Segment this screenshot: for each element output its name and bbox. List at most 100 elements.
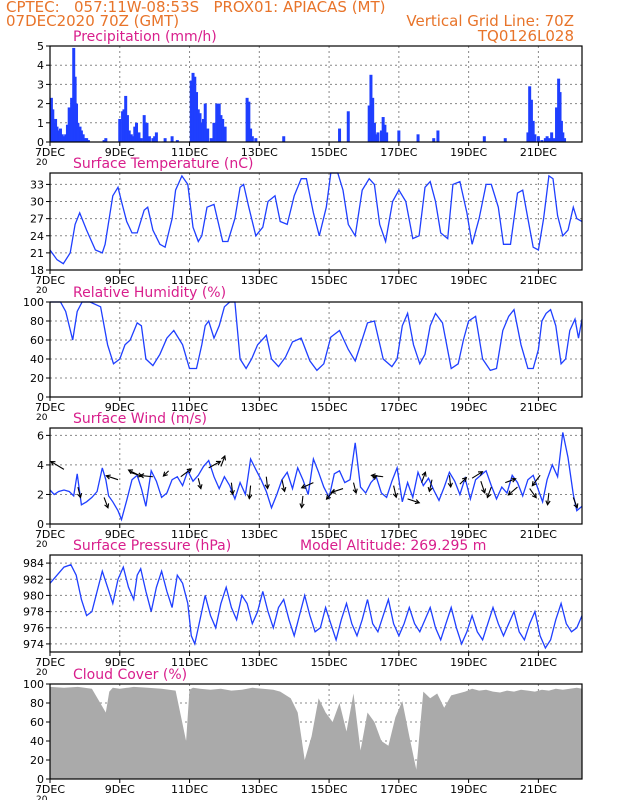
rh-xtick-label: 21DEC <box>520 401 557 414</box>
wind-arrow-head <box>197 484 203 490</box>
rh-ytick-label: 100 <box>23 296 44 309</box>
rh-xtick-label: 17DEC <box>380 401 417 414</box>
wind-arrow-head <box>162 471 168 477</box>
wind-xtick-label: 21DEC <box>520 528 557 541</box>
precip-bar <box>196 109 200 142</box>
cloud-ytick-label: 0 <box>37 773 44 786</box>
wind-arrow-head <box>300 483 307 489</box>
precip-bar <box>215 103 219 142</box>
wind-arrow <box>407 498 420 504</box>
precip-bar <box>528 86 532 142</box>
wind-arrow <box>428 479 433 492</box>
header-grid-note: Vertical Grid Line: 70Z <box>406 12 574 30</box>
wind-arrow-head <box>573 503 579 509</box>
wind-arrow-head <box>247 494 253 500</box>
wind-arrow <box>301 495 304 508</box>
wind-arrow-head <box>330 488 336 494</box>
wind-arrow-head <box>507 490 513 496</box>
cloud-year-stub: 20 <box>36 795 48 800</box>
precip-bar <box>65 124 69 142</box>
precip-xtick-label: 9DEC <box>105 146 135 159</box>
precip-bar <box>83 138 87 142</box>
pressure-ytick-label: 974 <box>23 638 44 651</box>
pressure-series-line <box>49 563 583 650</box>
cloud-xtick-label: 9DEC <box>105 783 135 796</box>
wind-arrow-head <box>229 489 235 496</box>
precip-bar <box>254 138 258 142</box>
precip-bar <box>369 74 373 142</box>
precip-bar <box>203 103 207 142</box>
wind-arrow <box>77 486 82 498</box>
wind-arrow-head <box>77 492 83 499</box>
wind-arrow-head <box>447 482 453 489</box>
rh-series-line <box>50 301 583 372</box>
precip-bar <box>163 138 167 142</box>
precip-bar <box>533 134 537 142</box>
precip-bar <box>536 136 540 142</box>
rh-ytick-label: 20 <box>30 372 44 385</box>
wind-arrow <box>448 475 452 488</box>
wind-arrow <box>371 474 384 478</box>
precip-bar <box>558 92 562 142</box>
temp-xtick-label: 7DEC <box>35 274 65 287</box>
precip-bar <box>209 138 213 142</box>
wind-ytick-label: 0 <box>37 518 44 531</box>
rh-xtick-label: 7DEC <box>35 401 65 414</box>
wind-arrow <box>197 478 202 489</box>
wind-series-line <box>49 432 583 522</box>
precip-bar <box>67 107 71 142</box>
wind-arrow <box>508 486 518 496</box>
precip-bar <box>249 128 253 142</box>
precip-bar <box>282 136 286 142</box>
header-model-id: TQ0126L028 <box>477 27 574 45</box>
precip-bar <box>436 130 440 142</box>
temp-xtick-label: 9DEC <box>105 274 135 287</box>
cloud-ytick-label: 40 <box>30 735 44 748</box>
wind-xtick-label: 17DEC <box>380 528 417 541</box>
wind-arrow <box>331 488 344 493</box>
cloud-ytick-label: 20 <box>30 754 44 767</box>
wind-arrow <box>220 455 226 467</box>
precip-bar <box>198 113 202 142</box>
precip-ytick-label: 0 <box>37 136 44 149</box>
precip-frame <box>49 45 583 143</box>
precip-bar <box>338 128 342 142</box>
wind-arrow-head <box>49 460 56 466</box>
precip-bar <box>201 118 205 142</box>
rh-xtick-label: 11DEC <box>171 401 208 414</box>
cloud-frame <box>49 683 583 780</box>
wind-arrow <box>547 492 550 505</box>
precip-xtick-label: 15DEC <box>311 146 348 159</box>
wind-xtick-label: 7DEC <box>35 528 65 541</box>
wind-arrow-head <box>486 492 492 499</box>
wind-arrow <box>248 485 252 499</box>
temp-xtick-label: 17DEC <box>380 274 417 287</box>
precip-bar <box>212 122 216 142</box>
precip-bar <box>432 138 436 142</box>
precip-bar <box>371 97 375 142</box>
wind-arrow-head <box>392 492 398 499</box>
precip-bar <box>79 130 83 142</box>
cloud-area <box>50 686 582 779</box>
precip-bar <box>137 132 141 142</box>
wind-arrow <box>471 471 483 479</box>
precip-bar <box>118 118 122 142</box>
wind-arrow-head <box>414 499 421 505</box>
pressure-ytick-label: 984 <box>23 557 44 570</box>
precip-bar <box>346 111 350 142</box>
pressure-xtick-label: 9DEC <box>105 656 135 669</box>
wind-arrow <box>128 469 140 476</box>
precip-bar <box>372 122 376 142</box>
precip-bar <box>206 128 210 142</box>
wind-arrow-head <box>427 486 433 493</box>
precip-xtick-label: 13DEC <box>241 146 278 159</box>
precip-bar <box>60 134 64 142</box>
wind-arrow <box>421 472 426 483</box>
precip-bar <box>195 92 199 142</box>
cloud-xtick-label: 21DEC <box>520 783 557 796</box>
pressure-title: Surface Pressure (hPa) <box>73 538 231 554</box>
cloud-xtick-label: 13DEC <box>241 783 278 796</box>
rh-xtick-label: 15DEC <box>311 401 348 414</box>
precip-bar <box>189 80 193 142</box>
